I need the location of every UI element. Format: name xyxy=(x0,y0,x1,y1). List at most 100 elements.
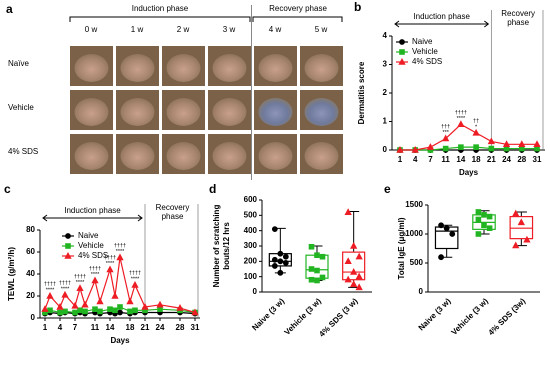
x-tick-label: 24 xyxy=(156,323,165,332)
marker xyxy=(96,297,104,305)
significance: †††† xyxy=(114,243,126,249)
marker xyxy=(156,300,164,308)
marker xyxy=(277,269,284,276)
marker xyxy=(47,307,53,314)
marker xyxy=(57,309,63,316)
marker xyxy=(127,308,133,315)
marker xyxy=(126,297,134,305)
photo-skin xyxy=(304,98,339,126)
y-tick-label: 200 xyxy=(244,256,258,265)
significance: †††† xyxy=(59,280,71,286)
marker xyxy=(533,140,541,147)
x-tick-label: 31 xyxy=(533,155,542,164)
column-label: 3 w xyxy=(223,25,236,34)
photo-skin xyxy=(74,98,109,126)
marker xyxy=(399,49,405,55)
marker xyxy=(116,253,124,261)
significance: †††† xyxy=(44,281,56,287)
column-label: 0 w xyxy=(85,25,98,34)
marker xyxy=(487,137,495,145)
panel-label: d xyxy=(209,182,216,196)
x-tick-label: Vehicle (3 w) xyxy=(450,296,491,337)
whisker xyxy=(274,227,286,274)
marker xyxy=(271,263,278,269)
marker xyxy=(438,254,444,261)
y-tick-label: 0 xyxy=(383,145,388,154)
photo-skin xyxy=(258,142,293,170)
marker xyxy=(350,268,358,275)
y-tick-label: 4 xyxy=(383,31,388,40)
phase-arrow xyxy=(42,214,143,222)
marker xyxy=(308,266,315,272)
marker xyxy=(117,309,123,316)
marker xyxy=(443,225,450,232)
marker xyxy=(132,307,138,314)
significance: **** xyxy=(61,286,70,292)
marker xyxy=(486,225,493,231)
x-tick-label: 28 xyxy=(176,323,185,332)
photo-skin xyxy=(120,142,155,170)
marker xyxy=(107,306,113,312)
significance: **** xyxy=(76,280,85,286)
marker xyxy=(62,308,68,315)
y-tick-label: 40 xyxy=(26,269,35,278)
marker xyxy=(355,272,363,280)
legend-label: Naive xyxy=(78,231,99,240)
marker xyxy=(131,280,139,288)
phase-label: Induction phase xyxy=(413,12,470,21)
significance: *** xyxy=(442,130,449,136)
y-tick-label: 0 xyxy=(253,287,258,296)
phase-bracket xyxy=(69,16,343,22)
marker xyxy=(191,308,199,316)
marker xyxy=(282,259,289,266)
phase-label: phase xyxy=(162,212,184,221)
significance: †† xyxy=(473,118,479,124)
panel-label: a xyxy=(6,2,13,16)
marker xyxy=(396,145,404,153)
marker xyxy=(271,226,278,233)
significance: †††† xyxy=(104,255,116,261)
significance: ††† xyxy=(441,124,450,130)
x-tick-label: 11 xyxy=(441,155,450,164)
row-label: 4% SDS xyxy=(8,147,38,156)
x-tick-label: 18 xyxy=(472,155,481,164)
marker xyxy=(473,144,479,150)
marker xyxy=(486,213,493,220)
column-label: 1 w xyxy=(131,25,144,34)
y-tick-label: 300 xyxy=(244,241,258,250)
marker xyxy=(518,140,526,147)
marker xyxy=(61,290,69,298)
photo-skin xyxy=(120,98,155,126)
marker xyxy=(92,306,98,312)
marker xyxy=(449,231,456,237)
marker xyxy=(141,302,149,310)
photo-skin xyxy=(166,54,201,82)
x-tick-label: 4 xyxy=(413,155,418,164)
significance: **** xyxy=(106,261,115,267)
legend-label: Vehicle xyxy=(412,47,438,56)
photo-skin xyxy=(304,142,339,170)
marker xyxy=(76,284,84,291)
phase-label: Recovery phase xyxy=(269,4,327,13)
column-label: 4 w xyxy=(269,25,282,34)
marker xyxy=(319,253,326,260)
marker xyxy=(442,145,449,152)
marker xyxy=(319,274,326,281)
photo-skin xyxy=(74,54,109,82)
marker xyxy=(56,302,64,310)
significance: **** xyxy=(457,116,466,122)
x-tick-label: 31 xyxy=(191,323,200,332)
y-tick-label: 0 xyxy=(31,313,36,322)
marker xyxy=(481,212,487,218)
marker xyxy=(475,209,482,215)
marker xyxy=(438,222,444,229)
phase-label: phase xyxy=(507,18,529,27)
significance: †††† xyxy=(74,274,86,280)
y-tick-label: 400 xyxy=(244,226,258,235)
marker xyxy=(398,57,406,65)
x-tick-label: 1 xyxy=(398,155,403,164)
marker xyxy=(344,275,352,283)
marker xyxy=(71,301,79,309)
photo-skin xyxy=(258,54,293,82)
x-axis-label: Days xyxy=(459,168,479,177)
